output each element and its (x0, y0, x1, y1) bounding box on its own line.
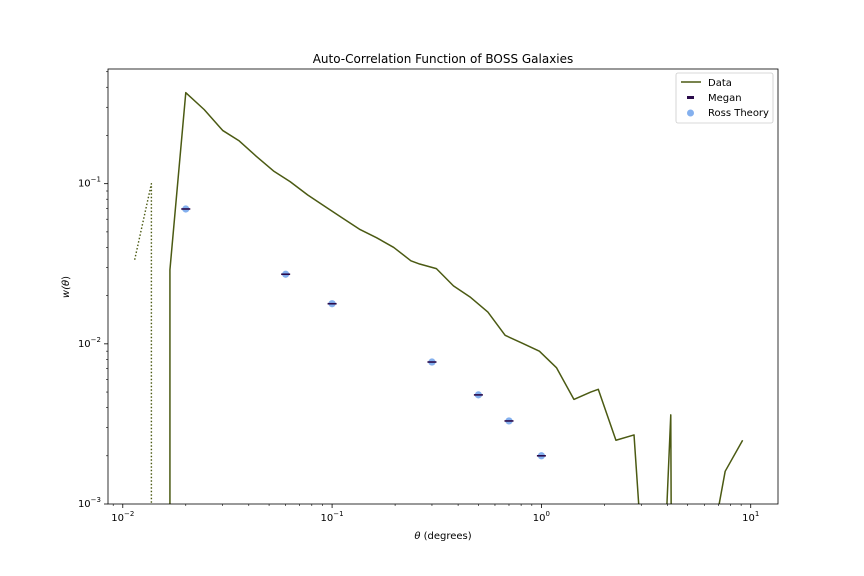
legend-ross-marker (687, 109, 694, 117)
legend-ross-label: Ross Theory (708, 108, 769, 119)
legend-data-label: Data (708, 78, 732, 89)
x-axis-label-theta: θ (414, 531, 420, 542)
x-tick-label-base: 10 (742, 513, 755, 524)
y-tick-label-base: 10 (78, 179, 91, 190)
x-tick-label-base: 10 (111, 513, 124, 524)
plot-series (133, 91, 744, 504)
plot-frame (107, 68, 779, 505)
y-axis-label: w(θ) (61, 276, 72, 298)
y-axis-label-w: w( (61, 285, 72, 298)
x-tick-label-exp: 0 (546, 510, 550, 518)
x-axis-label-unit: (degrees) (420, 531, 471, 542)
x-tick-label-exp: −2 (124, 510, 134, 518)
y-tick-label: 10−2 (78, 336, 101, 350)
chart-title: Auto-Correlation Function of BOSS Galaxi… (313, 52, 574, 66)
data-series-dotted-line (133, 182, 153, 504)
x-tick-label: 10−1 (321, 510, 344, 524)
y-tick-label: 10−1 (78, 176, 101, 190)
x-tick-label: 100 (533, 510, 550, 524)
legend-megan-marker (687, 96, 694, 99)
data-series-line (718, 439, 744, 504)
y-tick-label: 10−3 (78, 496, 101, 510)
data-series-line (666, 414, 672, 504)
y-tick-label-exp: −2 (91, 336, 101, 344)
x-axis: 10−2 10−1 100 101 (111, 504, 759, 524)
y-tick-label-base: 10 (78, 339, 91, 350)
x-tick-label: 101 (742, 510, 759, 524)
legend-box (675, 72, 774, 124)
x-tick-label-exp: −1 (333, 510, 343, 518)
y-axis-label-close: ) (61, 276, 72, 280)
legend: Data Megan Ross Theory (675, 72, 774, 124)
x-axis-label: θ (degrees) (414, 531, 471, 542)
x-tick-label-exp: 1 (755, 510, 759, 518)
data-series-line (169, 91, 640, 504)
y-axis-label-theta: θ (61, 280, 72, 286)
x-tick-label-base: 10 (321, 513, 334, 524)
y-tick-label-exp: −3 (91, 496, 101, 504)
plot-markers (181, 205, 546, 460)
x-tick-label-base: 10 (533, 513, 546, 524)
y-axis: 10−310−210−1 (78, 71, 108, 510)
y-tick-label-base: 10 (78, 499, 91, 510)
x-tick-label: 10−2 (111, 510, 134, 524)
legend-megan-label: Megan (708, 93, 742, 104)
y-tick-label-exp: −1 (91, 176, 101, 184)
